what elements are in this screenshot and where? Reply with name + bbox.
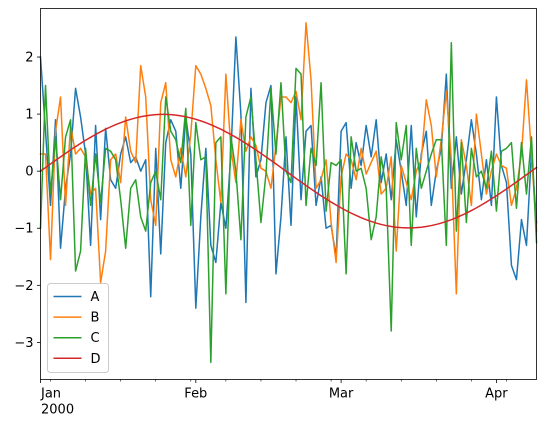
y-tick-label: 2 bbox=[25, 51, 33, 66]
y-tick-label: −1 bbox=[14, 222, 33, 237]
x-tick-label: Mar bbox=[329, 387, 354, 402]
x-tick-sublabel: 2000 bbox=[41, 403, 74, 418]
series-layer bbox=[39, 22, 538, 364]
x-tick-label: Feb bbox=[184, 387, 207, 402]
legend-box bbox=[47, 283, 109, 373]
series-b-line bbox=[39, 22, 538, 295]
legend-label-d: D bbox=[91, 352, 101, 367]
y-tick-label: −3 bbox=[14, 336, 33, 351]
y-tick-label: −2 bbox=[14, 279, 33, 294]
series-d-line bbox=[39, 113, 538, 229]
plot-frame bbox=[40, 8, 537, 380]
y-tick-label: 0 bbox=[25, 165, 33, 180]
legend-label-a: A bbox=[91, 290, 100, 305]
x-tick-label: Apr bbox=[485, 387, 508, 402]
legend-label-c: C bbox=[91, 331, 100, 346]
series-c-line bbox=[39, 42, 538, 364]
y-tick-label: 1 bbox=[25, 108, 33, 123]
x-tick-label: Jan bbox=[40, 387, 61, 402]
y-axis: 2 1 0 −1 −2 −3 bbox=[14, 51, 41, 351]
legend-label-b: B bbox=[91, 311, 100, 326]
